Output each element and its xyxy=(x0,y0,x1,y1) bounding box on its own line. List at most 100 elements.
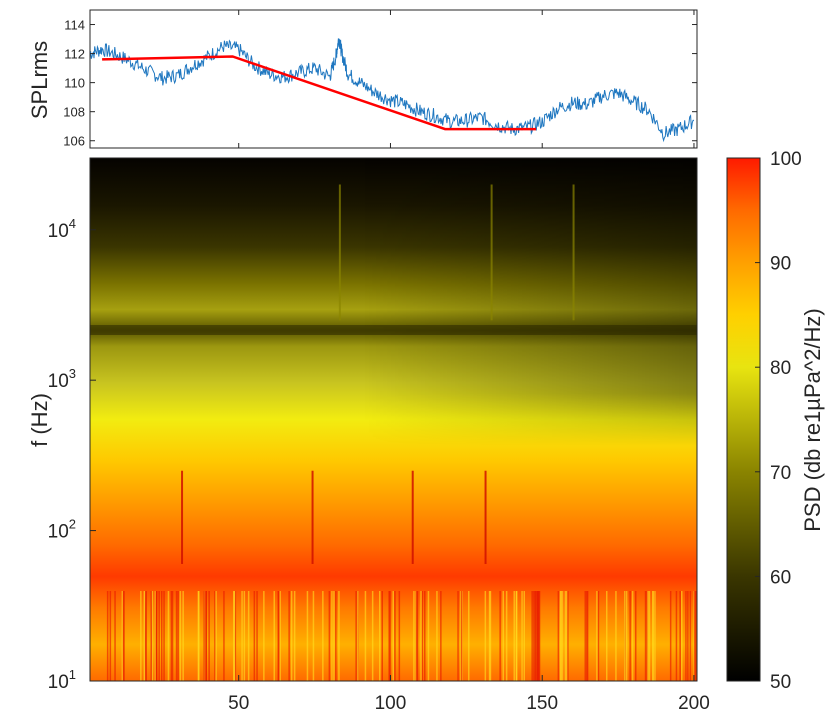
spectrogram-streak xyxy=(427,591,430,681)
spectrogram-streak xyxy=(586,591,588,681)
spectrogram-streak xyxy=(694,591,696,681)
spectrogram-streak xyxy=(689,591,692,681)
spectrogram-streak xyxy=(163,591,165,681)
spectrogram-streak xyxy=(140,591,142,681)
spectrogram-streak xyxy=(277,591,279,681)
spectrogram-streak xyxy=(596,591,598,681)
spectrogram-streak xyxy=(381,591,383,681)
spectrogram-streak xyxy=(155,591,158,681)
spectrogram-streak xyxy=(440,591,442,681)
spectrogram-streak xyxy=(615,591,617,681)
spectrogram-streak xyxy=(355,591,357,681)
spectrogram-streak xyxy=(411,470,414,564)
spectrogram-streak xyxy=(392,591,394,681)
colorbar-gradient xyxy=(726,157,761,682)
spectrogram-streak xyxy=(306,591,309,681)
spectrogram-streak xyxy=(208,591,210,681)
spectrogram-streak xyxy=(652,591,654,681)
spectrogram-streak xyxy=(379,591,381,681)
spectrogram-streak xyxy=(243,591,246,681)
spectrogram-streak xyxy=(413,591,415,681)
spectrogram-streak xyxy=(629,591,631,681)
ytick-base: 10 xyxy=(48,522,69,543)
spectrogram-ytick-label: 102 xyxy=(48,517,76,543)
spectrogram-streak xyxy=(181,470,184,564)
spectrogram-streak xyxy=(388,591,390,681)
spectrogram-streak xyxy=(175,591,178,681)
spectrogram-streak xyxy=(288,591,290,681)
spectrogram-streak xyxy=(521,591,523,681)
spectrogram-streak xyxy=(203,591,205,681)
colorbar-tick-label: 50 xyxy=(770,672,791,693)
colorbar-tick-label: 90 xyxy=(770,254,791,275)
spectrogram-streak xyxy=(233,591,235,681)
spectrogram-streak xyxy=(256,591,258,681)
spectrogram-streak xyxy=(205,591,207,681)
spectrogram-streak xyxy=(681,591,683,681)
spectrogram-streak xyxy=(182,591,184,681)
spectrogram-streak xyxy=(177,591,179,681)
spectrogram-streak xyxy=(223,591,225,681)
spectrogram-streak xyxy=(675,591,678,681)
spectrogram-streak xyxy=(531,591,533,681)
spectrogram-streak xyxy=(389,591,391,681)
spectrogram-streak xyxy=(335,591,337,681)
spectrogram-streak xyxy=(565,591,568,681)
spectrogram-streak xyxy=(214,591,216,681)
spectrogram-xtick-label: 100 xyxy=(375,693,407,714)
spectrogram-streak xyxy=(279,591,281,681)
spl-plot: 106 108 110 112 114 SPLrms xyxy=(27,9,698,149)
ytick-base: 10 xyxy=(48,371,69,392)
spectrogram-streak xyxy=(631,591,634,681)
spectrogram-streak xyxy=(415,591,418,681)
spectrogram-streak xyxy=(278,591,280,681)
spectrogram-streak xyxy=(253,591,256,681)
spectrogram-streak xyxy=(561,591,564,681)
spectrogram-streak xyxy=(241,591,243,681)
spl-ytick-label: 110 xyxy=(64,76,85,91)
spl-ylabel: SPLrms xyxy=(27,41,52,119)
spectrogram-streak xyxy=(151,591,154,681)
spectrogram-streak xyxy=(606,591,608,681)
spectrogram-streak xyxy=(158,591,160,681)
spectrogram-streak xyxy=(489,591,492,681)
spectrogram-streak xyxy=(567,591,569,681)
spectrogram-streak xyxy=(161,591,163,681)
spectrogram-streak xyxy=(559,591,562,681)
spectrogram-streak xyxy=(624,591,626,681)
spectrogram-streak xyxy=(695,591,697,681)
spectrogram-ytick-label: 101 xyxy=(48,667,76,693)
spectrogram-ytick-label: 104 xyxy=(48,216,76,242)
spectrogram-streak xyxy=(263,591,265,681)
spl-series-line xyxy=(90,38,695,143)
spectrogram-streak xyxy=(460,591,463,681)
spl-axes-box xyxy=(89,9,698,149)
colorbar: 50 60 70 80 90 100 PSD (db re1µPa^2/Hz) xyxy=(726,149,825,693)
spectrogram-streak xyxy=(460,591,462,681)
colorbar-tick-label: 80 xyxy=(770,358,791,379)
spectrogram-streak xyxy=(484,591,487,681)
spectrogram-streak xyxy=(488,591,491,681)
spectrogram-streak xyxy=(532,591,535,681)
spectrogram-streak xyxy=(513,591,515,681)
ytick-exponent: 2 xyxy=(69,517,76,532)
spectrogram-streak xyxy=(215,591,217,681)
spectrogram-streak xyxy=(685,591,687,681)
colorbar-label: PSD (db re1µPa^2/Hz) xyxy=(800,308,825,532)
spectrogram-streak xyxy=(557,591,560,681)
spl-ytick-label: 106 xyxy=(63,134,85,149)
spectrogram-streak xyxy=(333,591,335,681)
spectrogram-streak xyxy=(145,591,147,681)
spectrogram-streak xyxy=(179,591,182,681)
spectrogram-streak xyxy=(357,591,359,681)
spectrogram-streak xyxy=(644,591,647,681)
spectrogram-streak xyxy=(398,591,401,681)
spectrogram-streak xyxy=(167,591,170,681)
spectrogram-streak xyxy=(687,591,689,681)
spectrogram-streak xyxy=(647,591,649,681)
spectrogram-streak xyxy=(416,591,419,681)
spectrogram-streak xyxy=(234,591,237,681)
spectrogram-axes-box xyxy=(89,157,698,682)
